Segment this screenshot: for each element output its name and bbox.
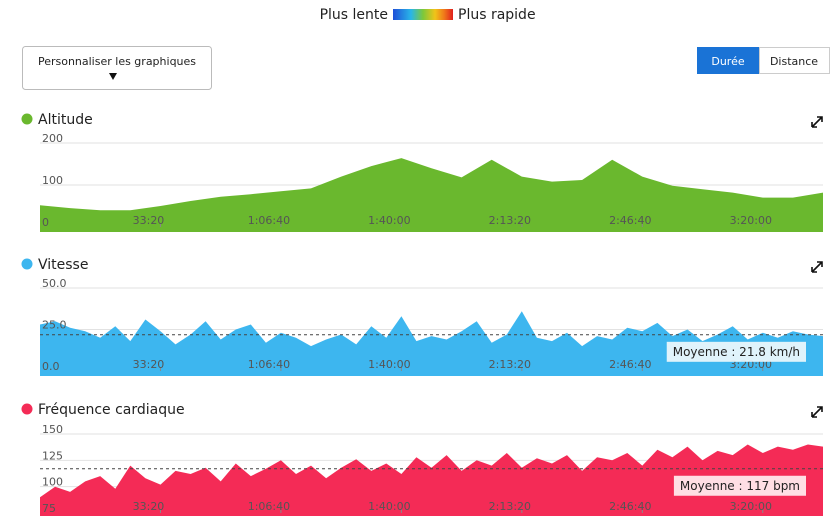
x-tick-label: 2:46:40: [609, 358, 651, 371]
x-tick-label: 1:06:40: [248, 500, 290, 513]
mean-label: Moyenne : 21.8 km/h: [673, 345, 800, 359]
mean-badge: Moyenne : 117 bpm: [673, 475, 806, 496]
x-tick-label: 2:13:20: [489, 358, 531, 371]
legend-dot: [21, 258, 33, 270]
y-tick-label: 75: [42, 502, 56, 515]
y-tick-label: 100: [42, 174, 63, 187]
expand-arrow: [811, 116, 823, 128]
chart-title: Fréquence cardiaque: [38, 402, 185, 418]
mean-badge: Moyenne : 21.8 km/h: [666, 341, 806, 362]
toggle-group: Durée Distance: [697, 47, 830, 74]
x-tick-label: 1:40:00: [368, 214, 410, 227]
fast-label: Plus rapide: [458, 7, 536, 23]
toggle-label: Distance: [770, 55, 818, 68]
dropdown-arrow: [109, 73, 117, 80]
area: [40, 444, 823, 516]
y-tick-label: 25.0: [42, 319, 67, 332]
expand-icon[interactable]: [811, 116, 823, 128]
y-tick-label: 125: [42, 449, 63, 462]
mean-badge-bg: [673, 475, 806, 496]
x-tick-label: 2:13:20: [489, 214, 531, 227]
area: [40, 158, 823, 232]
x-tick-label: 2:13:20: [489, 500, 531, 513]
customize-label: Personnaliser les graphiques: [38, 55, 196, 68]
x-tick-label: 1:40:00: [368, 358, 410, 371]
legend-dot: [21, 113, 33, 125]
customize-button[interactable]: Personnaliser les graphiques: [22, 46, 212, 90]
x-tick-label: 3:20:00: [730, 214, 772, 227]
y-tick-label: 50.0: [42, 277, 67, 290]
expand-arrow: [811, 406, 823, 418]
legend-dot: [21, 403, 33, 415]
y-tick-label: 0.0: [42, 360, 60, 373]
x-tick-label: 1:40:00: [368, 500, 410, 513]
chart-title: Altitude: [38, 112, 93, 128]
chart-panel: Vitesse 0.0 25.0 50.0 33:20 1:06:40 1:40:00 2:1…: [21, 257, 823, 376]
chart-panel: Altitude 0 100 200 33:20 1:06:40 1:40:00 2:13:2…: [21, 112, 823, 232]
y-tick-label: 200: [42, 132, 63, 145]
mean-label: Moyenne : 117 bpm: [680, 479, 800, 493]
x-tick-label: 1:06:40: [248, 214, 290, 227]
x-tick-label: 33:20: [133, 214, 165, 227]
x-tick-label: 2:46:40: [609, 214, 651, 227]
toggle-distance[interactable]: [759, 47, 830, 74]
x-tick-label: 1:06:40: [248, 358, 290, 371]
expand-icon[interactable]: [811, 406, 823, 418]
chart-title: Vitesse: [38, 257, 88, 273]
expand-arrow: [811, 261, 823, 273]
x-tick-label: 33:20: [133, 358, 165, 371]
slow-label: Plus lente: [320, 7, 388, 23]
y-tick-label: 100: [42, 476, 63, 489]
speed-gradient: [393, 9, 453, 20]
toggle-label: Durée: [711, 55, 744, 68]
x-tick-label: 2:46:40: [609, 500, 651, 513]
expand-icon[interactable]: [811, 261, 823, 273]
y-tick-label: 150: [42, 423, 63, 436]
chart-panel: Fréquence cardiaque 75 100 125 150 33:20 1:06:…: [21, 402, 823, 516]
mean-badge-bg: [666, 341, 806, 362]
area: [40, 311, 823, 376]
y-tick-label: 0: [42, 216, 49, 229]
x-tick-label: 33:20: [133, 500, 165, 513]
x-tick-label: 3:20:00: [730, 500, 772, 513]
